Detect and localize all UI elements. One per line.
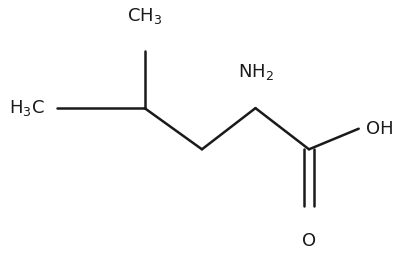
Text: $\mathregular{H_3C}$: $\mathregular{H_3C}$ <box>10 98 45 118</box>
Text: $\mathregular{NH_2}$: $\mathregular{NH_2}$ <box>237 62 273 82</box>
Text: $\mathregular{CH_3}$: $\mathregular{CH_3}$ <box>127 6 162 26</box>
Text: O: O <box>302 232 316 250</box>
Text: OH: OH <box>366 120 394 138</box>
